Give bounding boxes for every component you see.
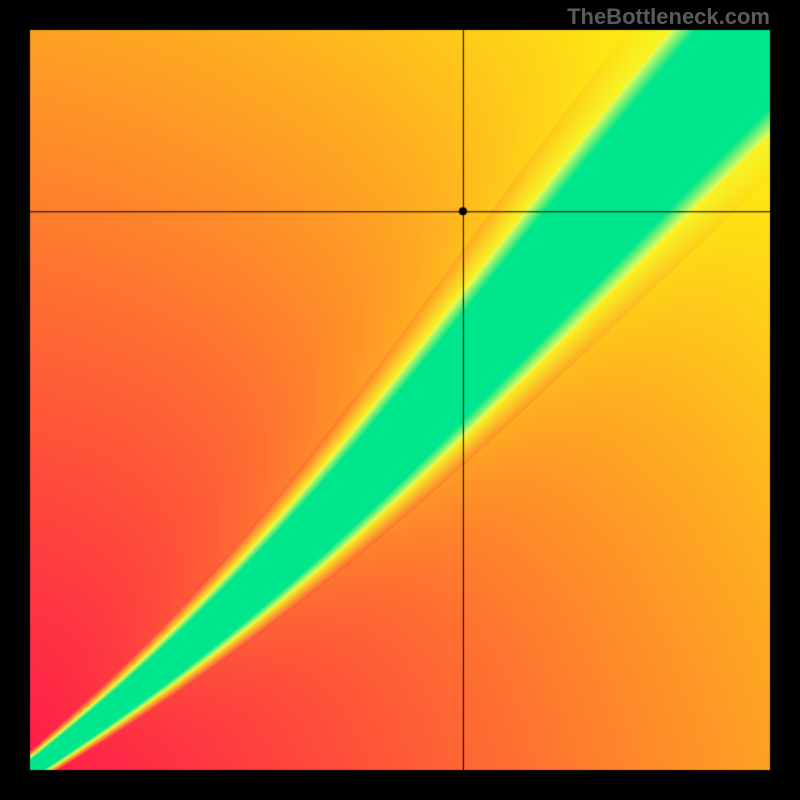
chart-container: TheBottleneck.com	[0, 0, 800, 800]
heatmap-canvas	[0, 0, 800, 800]
watermark-label: TheBottleneck.com	[567, 4, 770, 30]
